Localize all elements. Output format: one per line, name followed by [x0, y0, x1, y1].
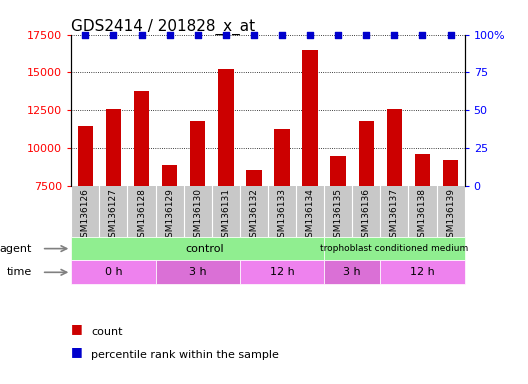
Bar — [78, 126, 93, 186]
Text: GSM136136: GSM136136 — [362, 188, 371, 243]
Bar — [162, 165, 177, 186]
Text: GSM136128: GSM136128 — [137, 188, 146, 243]
Bar — [240, 260, 324, 284]
Text: GSM136132: GSM136132 — [249, 188, 258, 243]
Text: GSM136126: GSM136126 — [81, 188, 90, 243]
Text: ■: ■ — [71, 345, 83, 358]
Bar — [331, 156, 346, 186]
Text: GDS2414 / 201828_x_at: GDS2414 / 201828_x_at — [71, 18, 256, 35]
Bar — [324, 237, 465, 260]
Text: GSM136131: GSM136131 — [221, 188, 230, 243]
Text: trophoblast conditioned medium: trophoblast conditioned medium — [320, 244, 468, 253]
Point — [362, 31, 371, 38]
Text: 3 h: 3 h — [343, 267, 361, 277]
Text: GSM136129: GSM136129 — [165, 188, 174, 243]
Text: agent: agent — [0, 243, 32, 253]
Text: GSM136130: GSM136130 — [193, 188, 202, 243]
Point — [278, 31, 286, 38]
Text: 12 h: 12 h — [410, 267, 435, 277]
Point — [334, 31, 343, 38]
Point — [250, 31, 258, 38]
Bar — [71, 237, 324, 260]
Point — [390, 31, 399, 38]
Point — [446, 31, 455, 38]
Bar — [71, 260, 156, 284]
Text: percentile rank within the sample: percentile rank within the sample — [91, 350, 279, 360]
Text: GSM136138: GSM136138 — [418, 188, 427, 243]
Text: GSM136137: GSM136137 — [390, 188, 399, 243]
Bar — [134, 91, 149, 186]
Text: GSM136134: GSM136134 — [306, 188, 315, 243]
Bar — [274, 129, 290, 186]
Text: GSM136133: GSM136133 — [278, 188, 287, 243]
Text: GSM136135: GSM136135 — [334, 188, 343, 243]
Point — [306, 31, 314, 38]
Text: time: time — [7, 267, 32, 277]
Bar — [246, 169, 262, 186]
Bar — [324, 260, 380, 284]
Text: control: control — [185, 243, 224, 253]
Bar — [380, 260, 465, 284]
Point — [137, 31, 146, 38]
Bar — [415, 154, 430, 186]
Bar — [359, 121, 374, 186]
Bar — [156, 260, 240, 284]
Text: 0 h: 0 h — [105, 267, 122, 277]
Point — [81, 31, 90, 38]
Text: count: count — [91, 327, 123, 337]
Bar — [218, 70, 233, 186]
Bar — [443, 161, 458, 186]
Point — [418, 31, 427, 38]
Bar — [190, 121, 205, 186]
Point — [109, 31, 118, 38]
Bar — [386, 109, 402, 186]
Point — [222, 31, 230, 38]
Text: 12 h: 12 h — [270, 267, 295, 277]
Text: GSM136139: GSM136139 — [446, 188, 455, 243]
Bar — [106, 109, 121, 186]
Point — [165, 31, 174, 38]
Bar — [303, 50, 318, 186]
Point — [193, 31, 202, 38]
Text: 3 h: 3 h — [189, 267, 206, 277]
Text: ■: ■ — [71, 322, 83, 335]
Text: GSM136127: GSM136127 — [109, 188, 118, 243]
